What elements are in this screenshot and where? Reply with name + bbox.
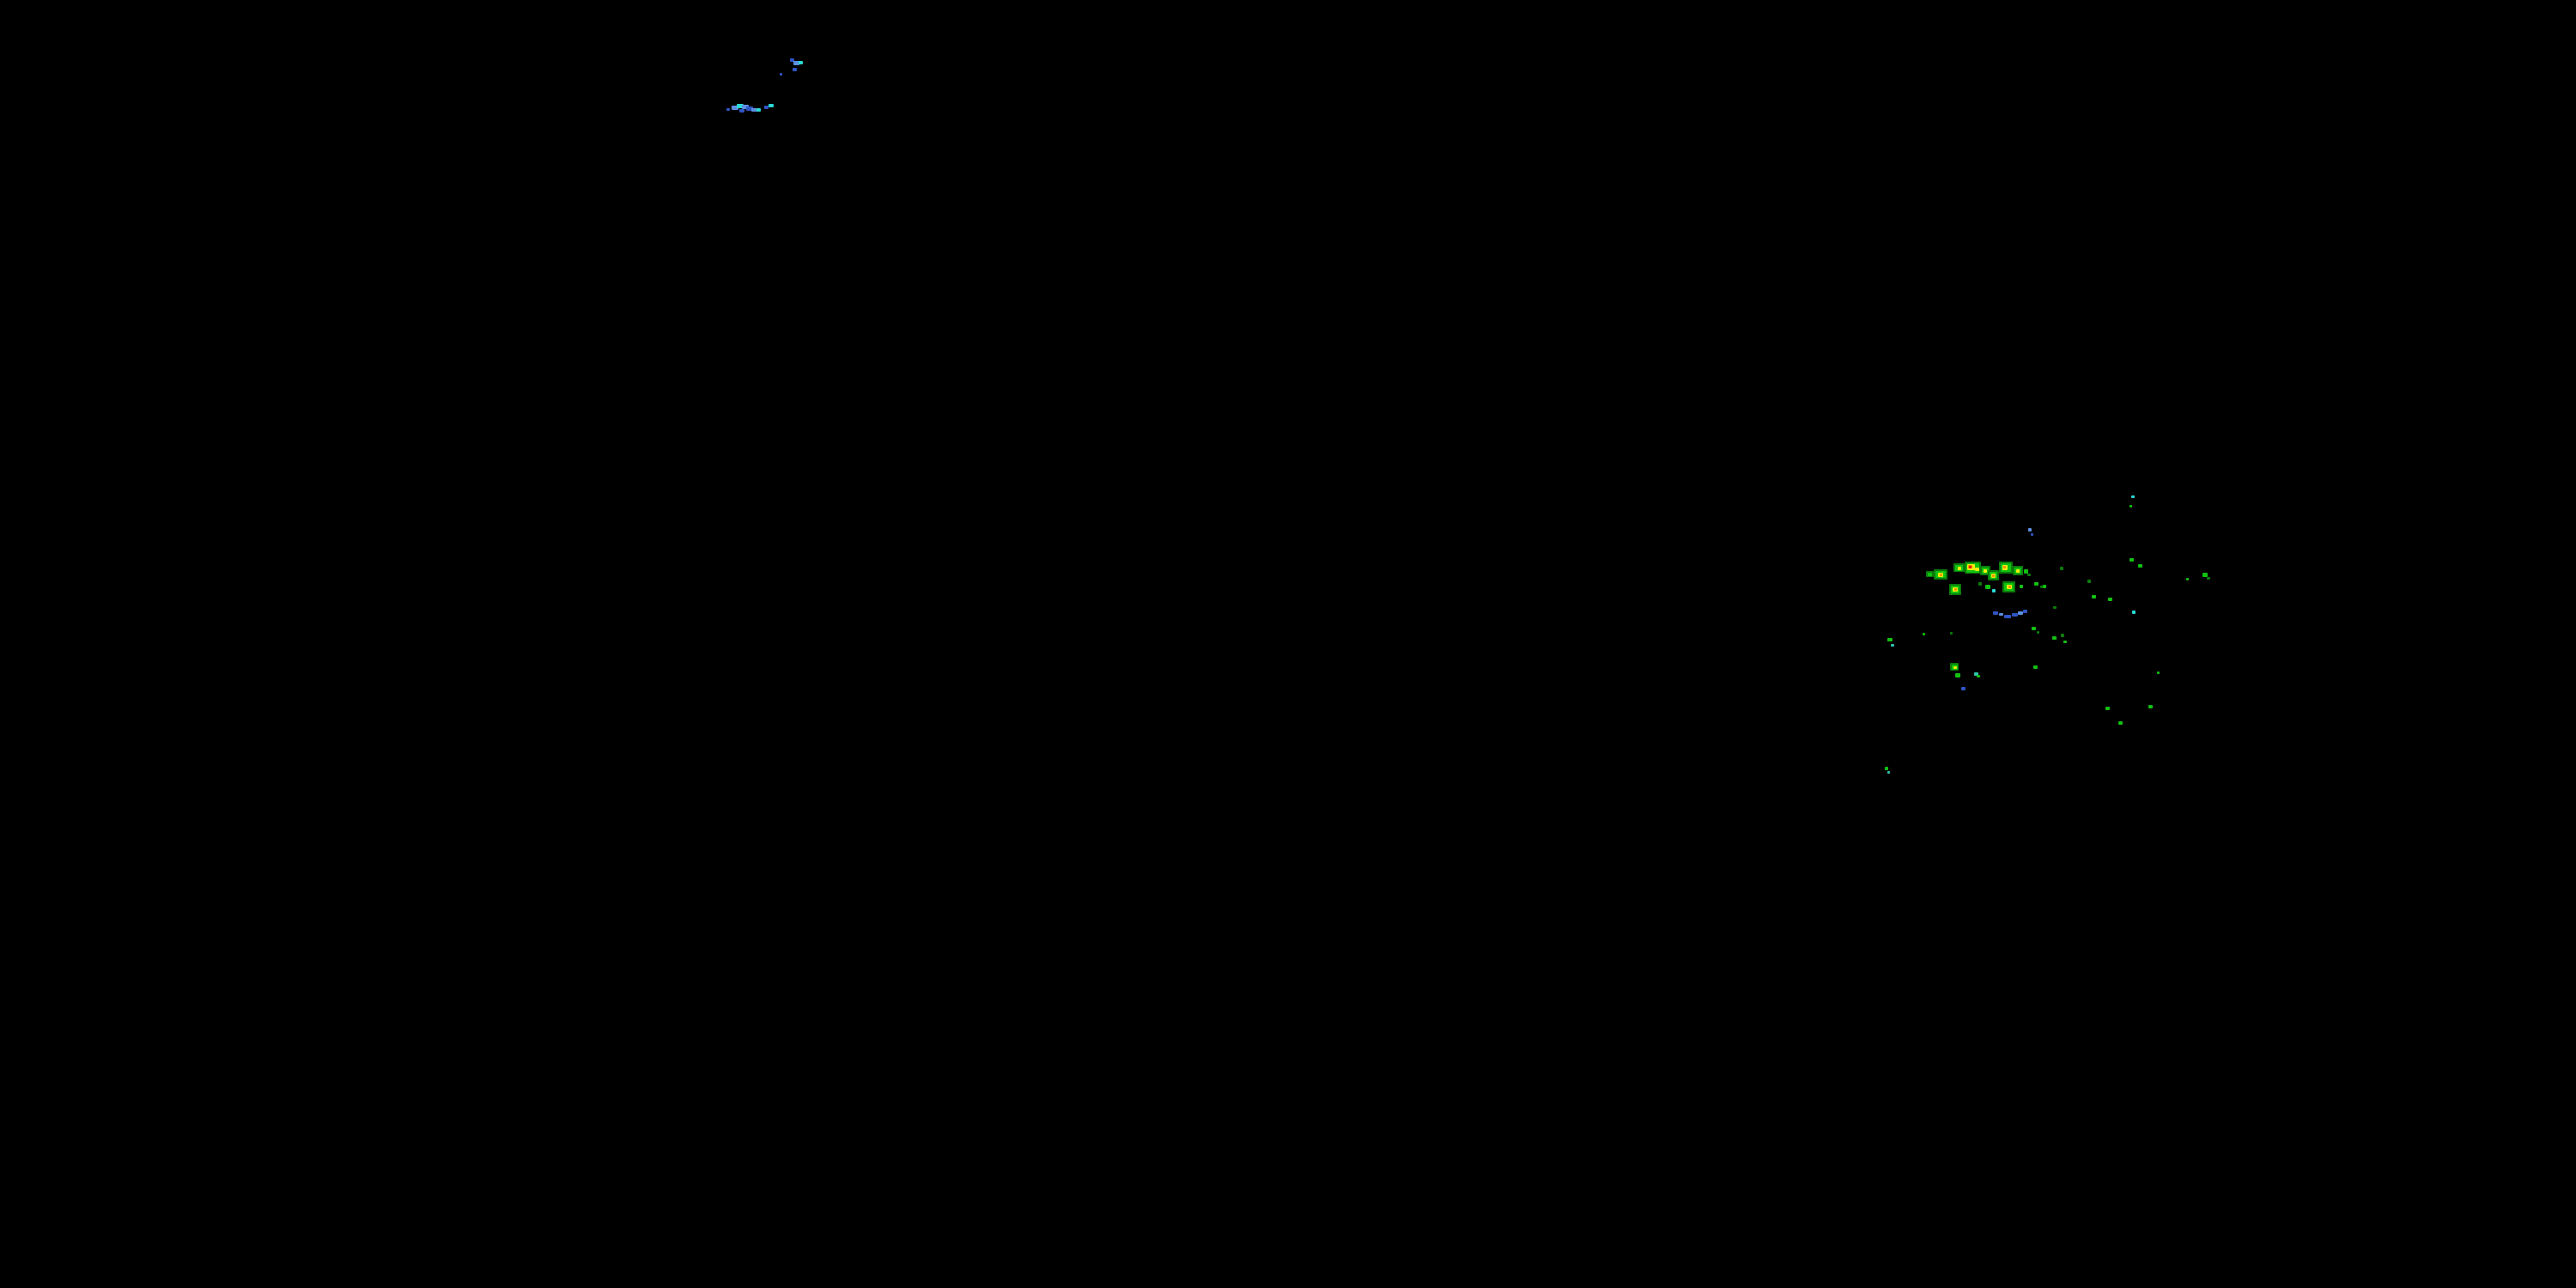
radar-echo [739, 109, 744, 112]
radar-echo [2023, 610, 2027, 613]
radar-echo [2016, 569, 2020, 573]
radar-echo [1961, 687, 1965, 690]
radar-echo [2033, 665, 2038, 669]
radar-echo [2031, 533, 2033, 536]
radar-echo [2132, 611, 2136, 614]
radar-echo [732, 106, 738, 110]
radar-echo [726, 108, 730, 111]
radar-echo [1940, 574, 1942, 576]
radar-echo [1992, 574, 1995, 577]
radar-echo [1975, 568, 1979, 571]
radar-echo [769, 104, 774, 107]
radar-echo [1984, 569, 1987, 573]
radar-echo [764, 106, 769, 109]
radar-echo [1928, 573, 1932, 576]
radar-echo [1887, 638, 1893, 641]
radar-echo [790, 58, 794, 62]
radar-echo [2129, 505, 2132, 507]
radar-echo [742, 105, 749, 109]
radar-echo [1977, 675, 1980, 677]
radar-echo [1985, 585, 1990, 589]
radar-echo [2148, 705, 2153, 708]
radar-echo [1950, 632, 1953, 635]
radar-echo [2032, 627, 2036, 630]
radar-echo [751, 108, 757, 112]
radar-echo [2061, 634, 2064, 637]
radar-echo [1887, 771, 1890, 774]
radar-echo [2028, 528, 2032, 532]
radar-echo [1955, 673, 1960, 677]
radar-echo [746, 106, 753, 111]
radar-echo [1923, 633, 1925, 635]
radar-echo [2008, 586, 2011, 588]
radar-echo [1978, 582, 1982, 586]
radar-echo [2043, 585, 2046, 588]
radar-echo [1885, 767, 1888, 770]
radar-echo [1954, 588, 1957, 591]
radar-echo [756, 108, 761, 112]
radar-echo [2052, 636, 2057, 640]
radar-echo [2012, 613, 2018, 617]
radar-echo [2060, 567, 2063, 570]
radar-echo [2186, 578, 2189, 580]
radar-echo [2118, 721, 2123, 725]
radar-echo [2092, 595, 2096, 598]
radar-echo [799, 61, 803, 64]
radar-echo [2053, 606, 2057, 609]
radar-echo [793, 61, 799, 65]
radar-echo [2027, 574, 2031, 576]
radar-echo [2207, 577, 2210, 580]
radar-echo [2018, 611, 2023, 615]
radar-echo [2105, 707, 2110, 710]
radar-echo [2040, 586, 2043, 588]
radar-echo [2037, 631, 2039, 634]
radar-echo [1891, 644, 1894, 647]
radar-echo [2138, 564, 2142, 568]
radar-echo [1993, 611, 1998, 615]
radar-echo [2024, 569, 2028, 574]
radar-echo [2034, 582, 2038, 586]
radar-echo [2157, 671, 2160, 674]
radar-echo [2063, 641, 2067, 643]
radar-echo [1958, 567, 1961, 570]
radar-echo [2202, 573, 2208, 577]
radar-echo [1992, 589, 1996, 592]
radar-echo [1999, 613, 2003, 616]
radar-echo [2020, 585, 2023, 588]
radar-echo [737, 104, 744, 108]
radar-echo [793, 68, 797, 71]
radar-echo [780, 73, 782, 76]
radar-echo [1953, 666, 1957, 669]
radar-echo [2108, 598, 2112, 601]
radar-echo [2129, 558, 2134, 562]
radar-echo [2087, 580, 2091, 583]
radar-echo [1974, 672, 1978, 676]
radar-echo [2004, 615, 2011, 618]
radar-echo [2003, 566, 2006, 568]
radar-echo [1969, 566, 1971, 568]
radar-echo [2131, 495, 2135, 498]
